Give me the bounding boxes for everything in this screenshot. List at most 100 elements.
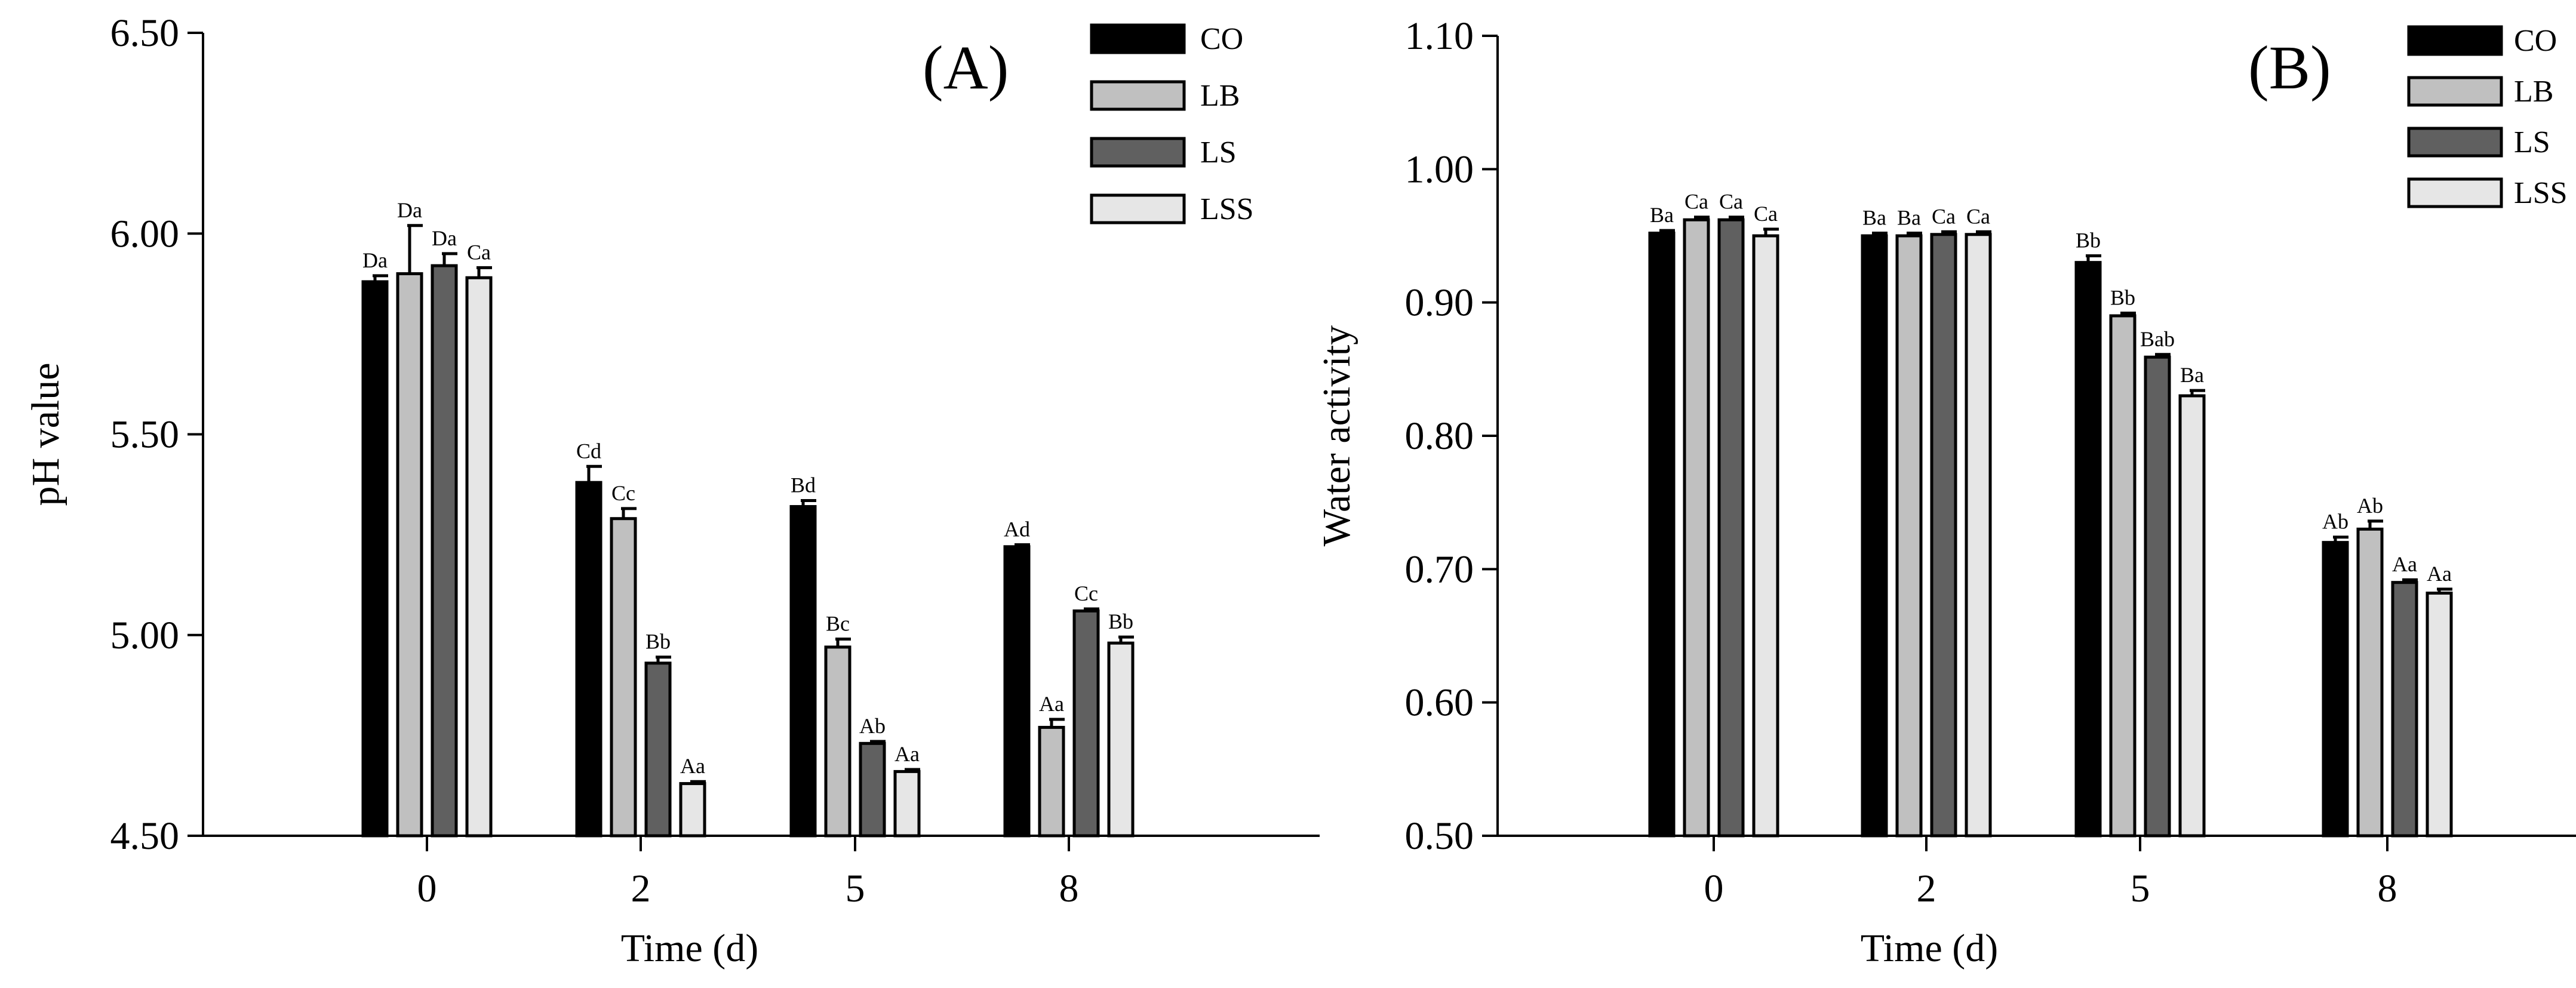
bar-b-lb-8 (2356, 527, 2384, 838)
bar-a-lb-2 (610, 517, 637, 838)
sig-label-a-co-5: Bd (791, 473, 816, 497)
legend-swatch-b-lb (2407, 76, 2503, 107)
legend-label-a-ls: LS (1200, 136, 1237, 170)
bar-a-ls-5 (859, 741, 886, 838)
sig-label-a-ls-2: Bb (645, 630, 671, 654)
bar-b-lb-2 (1895, 234, 1923, 838)
sig-label-b-co-0: Ba (1650, 203, 1674, 227)
sig-label-b-co-8: Ab (2322, 510, 2348, 534)
bar-a-co-0 (361, 280, 389, 838)
x-tick-label-b-0: 0 (1704, 867, 1724, 910)
y-tick-label-b-6: 1.10 (1405, 14, 1474, 58)
x-tick-label-a-3: 8 (1059, 867, 1079, 910)
sig-label-a-ls-5: Ab (859, 714, 886, 738)
bar-a-lss-5 (893, 770, 921, 838)
legend-swatch-b-lss (2407, 177, 2503, 208)
bar-b-co-0 (1648, 232, 1676, 838)
bar-b-co-8 (2322, 541, 2349, 838)
sig-label-a-lss-2: Aa (680, 754, 705, 778)
x-axis-title-a: Time (d) (621, 927, 758, 970)
sig-label-b-lss-0: Ca (1754, 202, 1778, 226)
sig-label-b-lss-2: Ca (1966, 204, 1990, 228)
sig-label-a-lss-0: Ca (467, 240, 491, 264)
y-tick-label-a-1: 5.00 (110, 614, 180, 657)
x-tick-label-b-3: 8 (2378, 867, 2397, 910)
sig-label-a-lb-2: Cc (611, 481, 635, 505)
x-tick-label-a-2: 5 (846, 867, 865, 910)
bar-b-lss-2 (1965, 233, 1992, 838)
y-tick-label-b-1: 0.60 (1405, 681, 1474, 725)
bar-a-lss-8 (1107, 641, 1135, 838)
bar-b-lss-5 (2178, 394, 2206, 838)
y-tick-label-b-2: 0.70 (1405, 547, 1474, 591)
y-tick-label-b-3: 0.80 (1405, 414, 1474, 458)
legend-label-b-lss: LSS (2514, 176, 2568, 210)
legend-label-a-co: CO (1200, 22, 1243, 56)
sig-label-b-lss-8: Aa (2427, 562, 2452, 586)
y-tick-label-b-4: 0.90 (1405, 281, 1474, 325)
legend-label-a-lb: LB (1200, 79, 1240, 113)
bar-a-lss-0 (465, 276, 493, 838)
y-tick-label-a-0: 4.50 (110, 814, 180, 858)
bar-a-ls-2 (644, 661, 672, 838)
sig-label-a-lb-0: Da (397, 198, 422, 222)
bar-a-lb-8 (1038, 725, 1065, 838)
bar-b-ls-8 (2391, 581, 2418, 838)
y-tick-label-b-0: 0.50 (1405, 814, 1474, 858)
sig-label-a-co-2: Cd (576, 439, 601, 463)
legend-swatch-b-co (2407, 25, 2503, 56)
sig-label-b-ls-2: Ca (1932, 204, 1956, 228)
bar-b-lb-5 (2109, 314, 2137, 838)
bar-b-lss-8 (2426, 592, 2453, 838)
x-axis-title-b: Time (d) (1861, 927, 1998, 970)
bar-a-ls-0 (431, 264, 458, 838)
x-tick-label-b-1: 2 (1917, 867, 1936, 910)
bar-a-co-5 (789, 505, 817, 838)
legend-label-b-co: CO (2514, 24, 2557, 58)
legend-label-b-lb: LB (2514, 75, 2553, 109)
legend-swatch-a-lb (1090, 80, 1186, 111)
x-tick-label-a-1: 2 (631, 867, 651, 910)
y-axis-title-b: Water activity (1315, 325, 1358, 546)
y-axis-title-a: pH value (24, 362, 67, 506)
legend-swatch-a-ls (1090, 137, 1186, 168)
panel-label-a: (A) (923, 33, 1009, 102)
sig-label-a-lb-5: Bc (826, 611, 850, 635)
sig-label-a-lb-8: Aa (1039, 692, 1064, 716)
bar-b-lss-0 (1752, 234, 1779, 838)
sig-label-a-ls-8: Cc (1074, 581, 1098, 605)
legend-swatch-b-ls (2407, 127, 2503, 158)
y-tick-label-a-3: 6.00 (110, 212, 180, 256)
sig-label-a-ls-0: Da (432, 226, 457, 250)
sig-label-b-ls-5: Bab (2140, 327, 2175, 351)
panel-label-b: (B) (2248, 33, 2331, 102)
legend-label-a-lss: LSS (1200, 192, 1254, 226)
legend-swatch-a-co (1090, 23, 1186, 54)
y-tick-label-b-5: 1.00 (1405, 147, 1474, 191)
sig-label-b-lb-0: Ca (1684, 190, 1708, 214)
panel-a: 4.50 5.00 5.50 6.00 6.50 0 2 5 8 Time (d) pH value… (24, 11, 1320, 970)
bar-a-lb-0 (396, 272, 423, 838)
sig-label-a-co-8: Ad (1004, 517, 1030, 541)
bar-b-co-5 (2074, 261, 2102, 838)
sig-label-b-lss-5: Ba (2180, 363, 2204, 387)
bar-b-lb-0 (1683, 218, 1710, 838)
sig-label-b-lb-2: Ba (1897, 206, 1921, 230)
y-tick-label-a-4: 6.50 (110, 11, 180, 55)
bar-b-ls-2 (1930, 233, 1957, 838)
x-tick-label-b-2: 5 (2131, 867, 2150, 910)
bar-a-ls-8 (1072, 609, 1100, 838)
panel-b: 0.50 0.60 0.70 0.80 0.90 1.00 1.10 0 2 5 8 Time (d)… (1315, 14, 2576, 970)
sig-label-b-co-5: Bb (2076, 229, 2101, 253)
bar-a-lb-5 (824, 645, 852, 838)
bar-b-ls-0 (1717, 218, 1745, 838)
sig-label-a-lss-5: Aa (894, 742, 920, 766)
sig-label-b-ls-8: Aa (2392, 552, 2417, 576)
sig-label-a-lss-8: Bb (1108, 610, 1133, 633)
sig-label-a-co-0: Da (362, 248, 388, 272)
sig-label-b-ls-0: Ca (1719, 190, 1743, 214)
bar-a-co-2 (575, 481, 602, 838)
bar-b-ls-5 (2144, 355, 2171, 838)
